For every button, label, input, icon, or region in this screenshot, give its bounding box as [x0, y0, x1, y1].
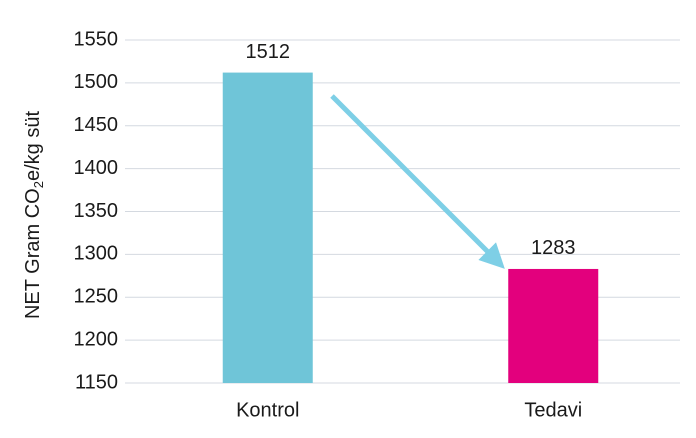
value-label: 1512: [246, 41, 291, 63]
y-label-subscript: 2: [31, 181, 46, 188]
value-label: 1283: [531, 237, 576, 259]
y-label-part: e/kg süt: [22, 111, 44, 181]
y-tick-label: 1450: [74, 114, 119, 136]
x-tick-label: Kontrol: [236, 399, 299, 421]
y-tick-label: 1350: [74, 200, 119, 222]
y-tick-label: 1550: [74, 28, 119, 50]
y-axis-label: NET Gram CO2e/kg süt: [22, 111, 46, 319]
y-tick-label: 1250: [74, 286, 119, 308]
x-tick-label: Tedavi: [524, 399, 582, 421]
y-tick-label: 1500: [74, 71, 119, 93]
y-tick-label: 1300: [74, 243, 119, 265]
y-label-part: NET Gram CO: [22, 188, 44, 319]
y-tick-label: 1200: [74, 328, 119, 350]
y-tick-label: 1400: [74, 157, 119, 179]
marks: Kontrol 1512 Tedavi 1283: [222, 41, 599, 421]
trend-arrow: [330, 94, 505, 269]
y-tick-label: 1150: [75, 371, 118, 393]
bar: [222, 72, 313, 384]
bar: [508, 268, 599, 383]
